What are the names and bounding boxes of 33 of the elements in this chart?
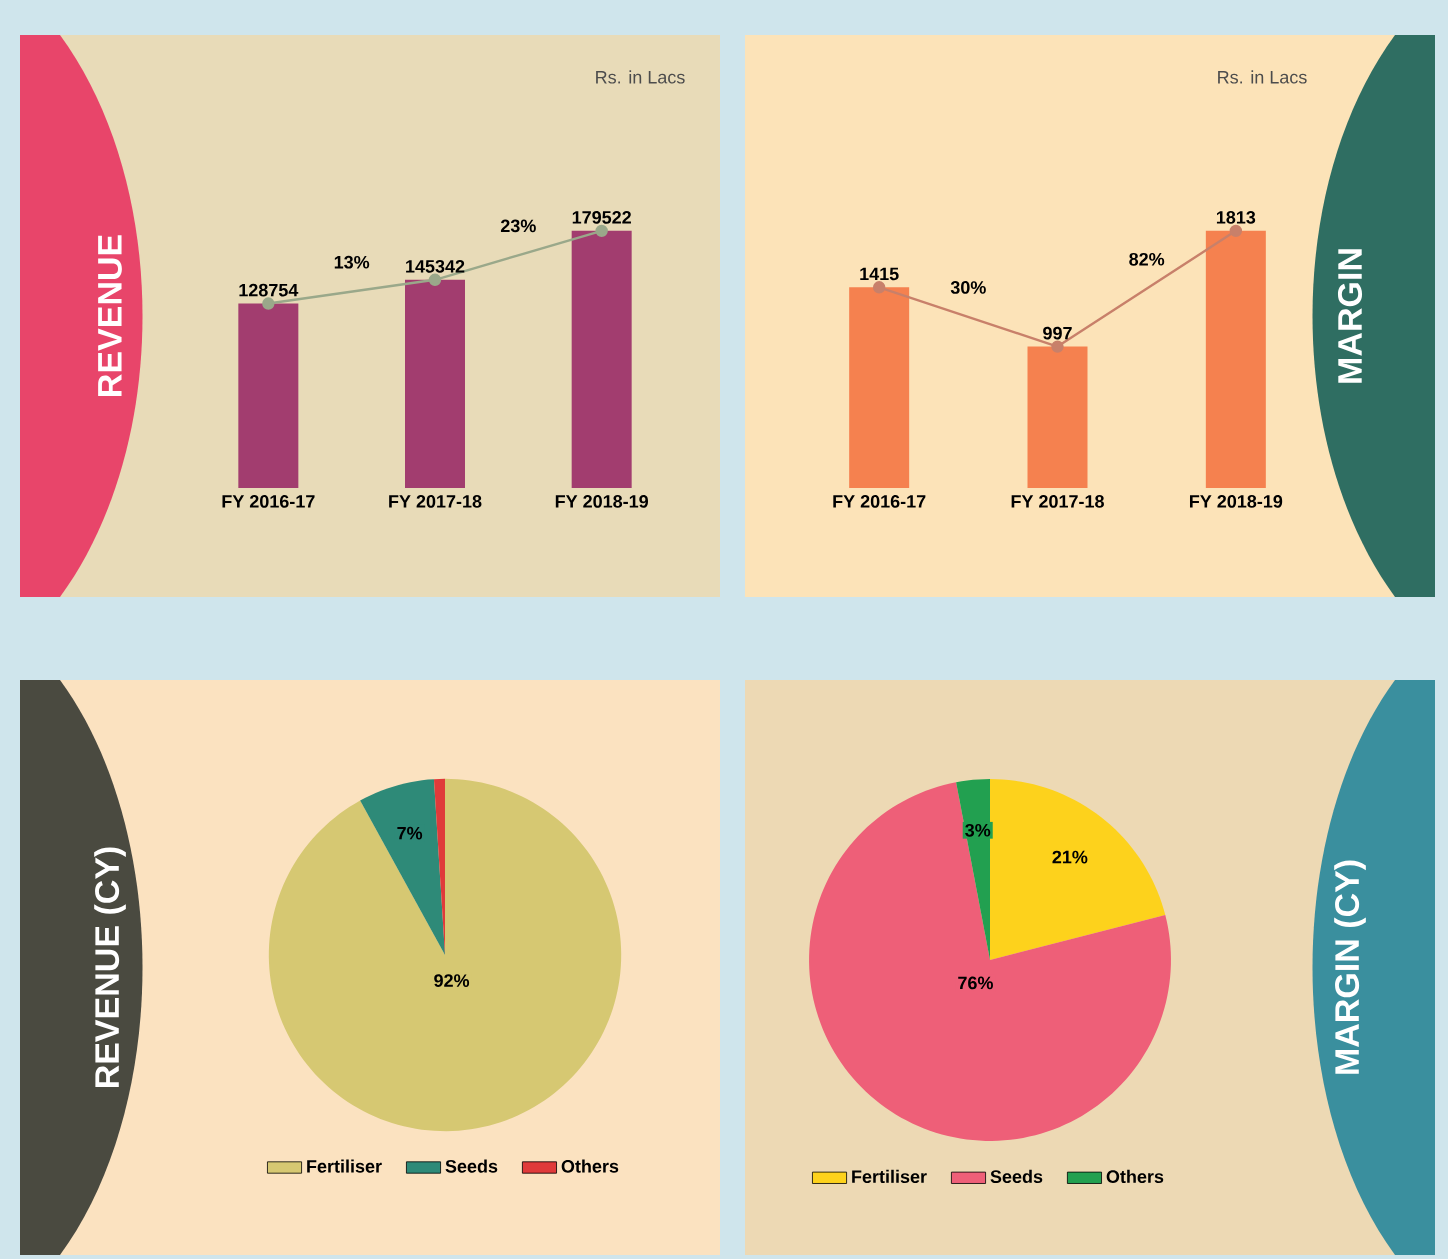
chart-subtitle: Rs. in Lacs xyxy=(596,70,685,84)
data-label: 179522 xyxy=(572,211,631,224)
x-tick-label: FY 2017-18 xyxy=(1011,495,1104,508)
legend-label: Fertiliser xyxy=(307,1159,382,1173)
chart-subtitle: Rs. in Lacs xyxy=(1218,70,1307,84)
data-label: 1415 xyxy=(860,267,899,281)
annotation: 30% xyxy=(950,281,986,294)
x-tick-label: FY 2018-19 xyxy=(555,495,649,508)
data-label: 145342 xyxy=(406,259,465,273)
text: REVENUE (CY) xyxy=(94,847,126,1088)
data-label: 21% xyxy=(1052,850,1088,864)
text: REVENUE xyxy=(98,235,122,396)
data-label: 997 xyxy=(1043,326,1072,340)
legend-label: Fertiliser xyxy=(852,1169,927,1184)
data-label: 7% xyxy=(397,826,423,840)
data-label: 1813 xyxy=(1216,211,1256,224)
x-tick-label: FY 2017-18 xyxy=(389,495,482,508)
data-label: 76% xyxy=(958,976,993,990)
legend-label: Others xyxy=(1106,1169,1164,1184)
x-tick-label: FY 2016-17 xyxy=(222,495,315,508)
data-label: 92% xyxy=(434,974,470,987)
text: MARGIN xyxy=(1337,249,1363,383)
text: MARGIN (CY) xyxy=(1334,860,1366,1074)
legend-label: Others xyxy=(561,1159,619,1173)
annotation: 13% xyxy=(334,255,370,269)
x-tick-label: FY 2016-17 xyxy=(833,495,926,508)
data-label: 128754 xyxy=(239,283,299,297)
data-label: 3% xyxy=(965,823,991,837)
annotation: 23% xyxy=(500,219,536,233)
annotation: 82% xyxy=(1129,252,1165,266)
x-tick-label: FY 2018-19 xyxy=(1190,495,1283,508)
legend-label: Seeds xyxy=(990,1169,1043,1184)
legend-label: Seeds xyxy=(445,1159,498,1173)
